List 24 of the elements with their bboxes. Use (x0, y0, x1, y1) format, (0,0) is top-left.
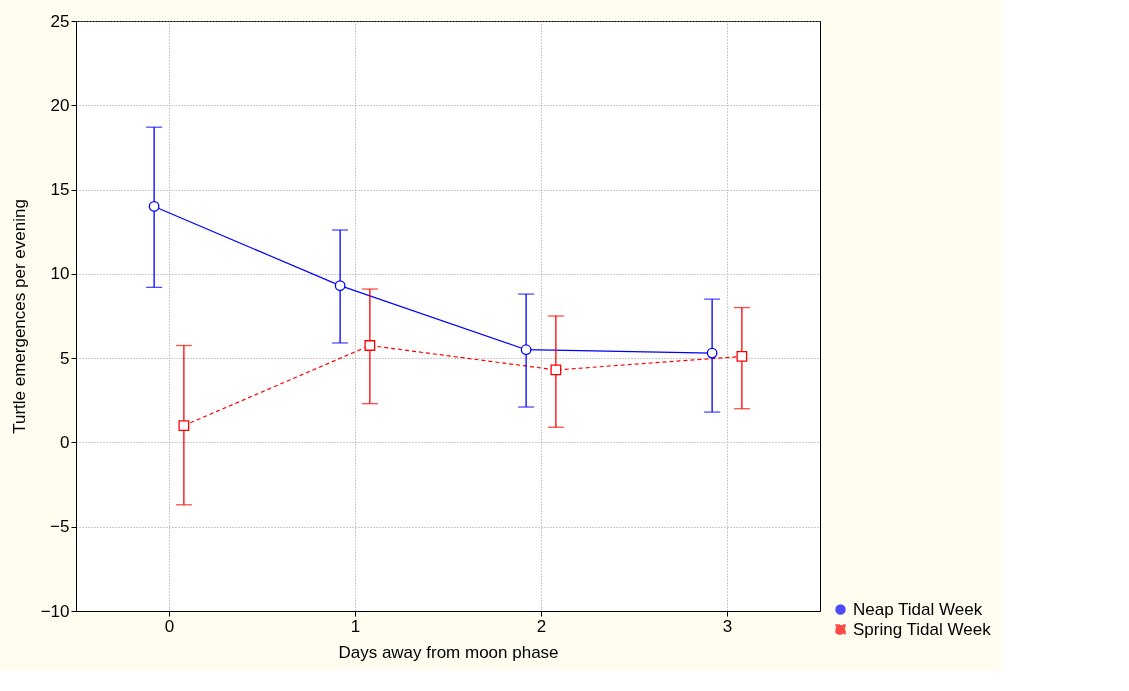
point (178, 420, 190, 431)
point (520, 344, 532, 356)
y-tick-label: −5 (50, 517, 70, 537)
y-tick-label: 0 (60, 432, 70, 452)
x-axis-title: Days away from moon phase (338, 642, 559, 662)
y-tick-label: −10 (40, 601, 70, 621)
x-tick-label: 0 (164, 616, 175, 636)
y-tick-label: 20 (50, 95, 70, 115)
y-tick-label: 15 (50, 180, 70, 200)
point (550, 364, 562, 376)
point (364, 340, 376, 351)
y-tick-label: 10 (50, 264, 70, 284)
x-tick-label: 1 (350, 616, 361, 636)
x-tick-label: 2 (536, 616, 547, 636)
point (706, 347, 718, 359)
point (334, 280, 346, 292)
x-tick-label: 3 (722, 616, 733, 636)
y-tick-label: 5 (60, 348, 70, 368)
y-tick-label: 25 (50, 11, 70, 31)
legend-label: Neap Tidal Week (853, 599, 983, 619)
point (736, 351, 748, 362)
point (148, 201, 160, 212)
y-axis-title: Turtle emergences per evening (9, 199, 29, 434)
legend-label: Spring Tidal Week (853, 619, 992, 639)
